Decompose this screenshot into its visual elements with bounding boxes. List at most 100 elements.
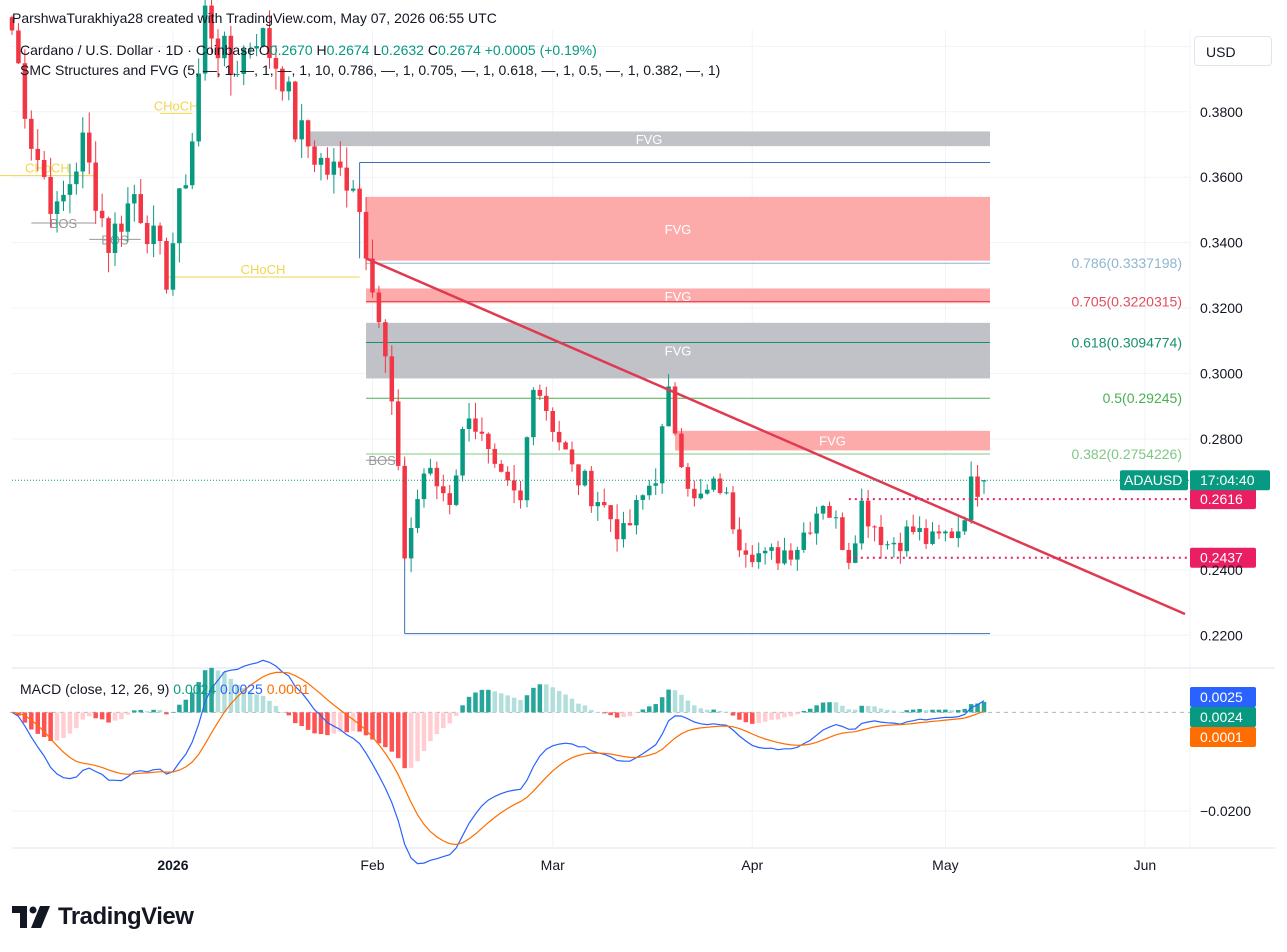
macd-histogram-bar — [498, 693, 504, 713]
candle-body — [647, 485, 652, 496]
macd-histogram-bar — [936, 709, 942, 713]
grid — [12, 30, 1275, 849]
macd-histogram-bar — [363, 712, 369, 736]
macd-histogram-bar — [61, 712, 66, 738]
bos-label: BOS — [368, 453, 396, 468]
candle-body — [666, 386, 671, 427]
candle-body — [202, 5, 208, 74]
macd-histogram-bar — [601, 712, 607, 714]
fvg-label: FVG — [665, 344, 692, 359]
candle-body — [292, 81, 298, 140]
symbol-title[interactable]: Cardano / U.S. Dollar · 1D · Coinbase — [20, 42, 255, 58]
fvg-zone — [308, 131, 991, 147]
macd-histogram-bar — [563, 694, 568, 713]
candle-body — [537, 389, 543, 396]
macd-histogram-bar — [569, 698, 575, 713]
candle-body — [904, 526, 910, 552]
macd-histogram-bar — [222, 671, 227, 713]
time-axis: 2026 Feb Mar Apr May Jun — [157, 857, 1156, 873]
candle-body — [157, 225, 163, 241]
candle-body — [518, 490, 523, 501]
candle-body — [9, 17, 15, 31]
candle-body — [421, 473, 427, 500]
macd-histogram-bar — [910, 709, 916, 713]
tradingview-logo[interactable]: TradingView — [12, 902, 194, 932]
macd-histogram-bar — [80, 712, 86, 720]
candle-body — [492, 449, 498, 464]
candle-body — [350, 188, 356, 191]
macd-histogram-bar — [286, 712, 292, 716]
candle-body — [389, 356, 395, 402]
macd-histogram-bar — [196, 682, 201, 713]
candle-body — [299, 120, 304, 140]
candle-body — [235, 74, 240, 76]
macd-histogram-bar — [16, 712, 21, 716]
candle-body — [840, 517, 845, 550]
candle-body — [505, 471, 510, 481]
time-tick-label: Apr — [741, 857, 763, 873]
candle-body — [286, 81, 292, 92]
candle-body — [872, 526, 877, 528]
candle-body — [376, 292, 382, 323]
macd-histogram-bar — [608, 712, 613, 716]
ohlc-open-label: O — [258, 42, 270, 58]
candle-body — [151, 225, 156, 245]
candle-body — [569, 449, 575, 465]
macd-histogram-bar — [164, 712, 169, 715]
candle-body — [196, 73, 201, 142]
candle-body — [943, 531, 948, 534]
candle-body — [35, 148, 41, 160]
macd-histogram-bar — [292, 712, 298, 724]
macd-histogram-bar — [756, 712, 761, 724]
candle-body — [280, 68, 285, 92]
macd-histogram-bar — [305, 712, 311, 730]
candle-body — [685, 467, 691, 489]
macd-legend-macd: 0.0024 — [173, 681, 217, 697]
candle-body — [125, 203, 131, 232]
candle-body — [215, 38, 221, 59]
candle-body — [189, 141, 195, 186]
fib-level-label: 0.5(0.29245) — [1103, 390, 1182, 406]
macd-histogram-bar — [531, 687, 536, 713]
choch-label: CHoCH — [241, 262, 286, 277]
candle-body — [672, 386, 678, 434]
macd-histogram-bar — [312, 712, 317, 734]
candle-body — [853, 543, 858, 563]
ohlc-low-label: L — [373, 42, 382, 58]
macd-histogram-bar — [357, 712, 362, 732]
candle-body — [807, 532, 813, 534]
macd-histogram-bar — [189, 692, 195, 713]
candle-body — [93, 162, 98, 211]
candle-body — [370, 258, 375, 293]
brand-text: TradingView — [58, 903, 194, 930]
price-tick-label: 0.3000 — [1200, 366, 1243, 382]
macd-histogram-bar — [125, 712, 131, 715]
macd-histogram-bar — [692, 705, 697, 713]
fvg-zones: FVG FVG FVG FVG FVG — [308, 131, 991, 451]
macd-histogram-bar — [634, 712, 639, 713]
macd-histogram-bar — [743, 712, 749, 723]
macd-histogram-bar — [177, 704, 182, 713]
macd-histogram-bar — [344, 712, 349, 733]
candle-body — [563, 442, 568, 450]
macd-histogram-bar — [518, 700, 523, 713]
macd-histogram-bar — [119, 712, 124, 720]
macd-histogram-bar — [235, 684, 240, 713]
time-tick-label: Feb — [360, 857, 384, 873]
candle-body — [99, 210, 105, 219]
indicator-legend[interactable]: SMC Structures and FVG (5, —, 1, —, 1, —… — [20, 62, 721, 78]
macd-histogram-bar — [383, 712, 388, 748]
macd-histogram-bar — [132, 710, 137, 713]
macd-legend-label[interactable]: MACD (close, 12, 26, 9) — [20, 681, 170, 697]
price-badge-label: 0.2437 — [1200, 550, 1243, 566]
candle-body — [112, 223, 118, 253]
candle-body — [48, 176, 53, 214]
macd-histogram-bar — [840, 705, 845, 713]
candle-body — [460, 428, 465, 476]
fvg-zone — [366, 288, 991, 304]
candle-body — [936, 531, 942, 534]
price-badge — [1190, 489, 1256, 510]
currency-button[interactable]: USD — [1194, 36, 1272, 66]
candle-body — [473, 418, 478, 432]
macd-histogram-bar — [67, 712, 73, 734]
